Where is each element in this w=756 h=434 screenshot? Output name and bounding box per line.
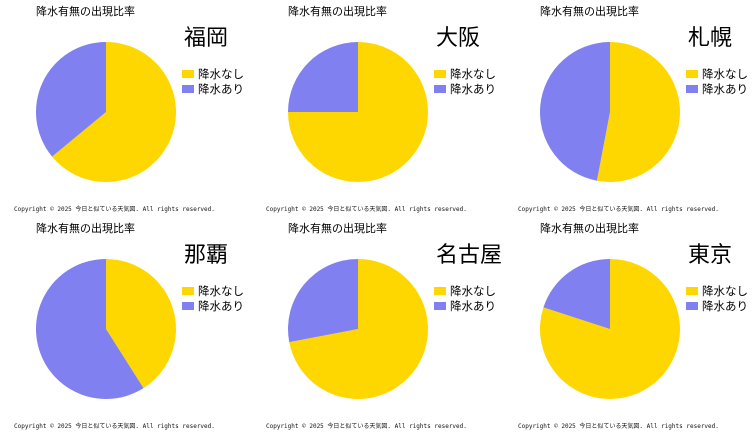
legend-swatch-rain xyxy=(182,301,194,310)
copyright-text: Copyright © 2025 今日と似ている天気図. All rights … xyxy=(266,206,467,213)
legend-item-none: 降水なし xyxy=(686,283,748,298)
pie-chart xyxy=(35,42,176,182)
panel-2: 降水有無の出現比率 札幌 降水なし 降水あり Copyright © 2025 … xyxy=(504,0,756,217)
city-name: 大阪 xyxy=(436,26,481,51)
pie-slice-rain xyxy=(287,259,358,343)
legend-label-rain: 降水あり xyxy=(450,81,496,96)
panel-3: 降水有無の出現比率 那覇 降水なし 降水あり Copyright © 2025 … xyxy=(0,217,252,434)
legend-label-none: 降水なし xyxy=(198,283,244,298)
legend-label-none: 降水なし xyxy=(450,66,496,81)
legend: 降水なし 降水あり xyxy=(686,66,748,96)
legend: 降水なし 降水あり xyxy=(434,283,496,313)
legend-swatch-rain xyxy=(434,84,446,93)
pie-slice-none xyxy=(596,42,680,182)
legend-swatch-none xyxy=(434,286,446,295)
legend-item-rain: 降水あり xyxy=(434,81,496,96)
pie-chart xyxy=(539,41,680,182)
pie-slice-rain xyxy=(539,41,610,181)
pie-chart xyxy=(540,259,681,399)
copyright-text: Copyright © 2025 今日と似ている天気図. All rights … xyxy=(518,206,719,213)
panel-4: 降水有無の出現比率 名古屋 降水なし 降水あり Copyright © 2025… xyxy=(252,217,504,434)
legend-label-none: 降水なし xyxy=(702,283,748,298)
pie-chart xyxy=(288,42,428,182)
pie-slice-rain xyxy=(35,42,106,157)
legend-swatch-rain xyxy=(434,301,446,310)
panel-0: 降水有無の出現比率 福岡 降水なし 降水あり Copyright © 2025 … xyxy=(0,0,252,217)
pie-slice-none xyxy=(540,259,681,399)
legend-item-rain: 降水あり xyxy=(686,81,748,96)
pie-slice-none xyxy=(52,42,176,182)
legend-label-rain: 降水あり xyxy=(450,298,496,313)
legend-swatch-none xyxy=(686,69,698,78)
legend-swatch-none xyxy=(434,69,446,78)
panel-1: 降水有無の出現比率 大阪 降水なし 降水あり Copyright © 2025 … xyxy=(252,0,504,217)
legend: 降水なし 降水あり xyxy=(686,283,748,313)
legend-label-none: 降水なし xyxy=(702,66,748,81)
pie-slice-rain xyxy=(543,259,610,329)
legend-label-none: 降水なし xyxy=(450,283,496,298)
panel-title: 降水有無の出現比率 xyxy=(36,5,135,18)
city-name: 名古屋 xyxy=(436,243,503,268)
pie-chart xyxy=(35,259,176,399)
city-name: 福岡 xyxy=(184,26,229,51)
legend-swatch-none xyxy=(182,69,194,78)
legend-item-none: 降水なし xyxy=(434,66,496,81)
legend-swatch-rain xyxy=(182,84,194,93)
panel-title: 降水有無の出現比率 xyxy=(540,222,639,235)
legend-swatch-rain xyxy=(686,84,698,93)
legend-item-rain: 降水あり xyxy=(182,81,244,96)
pie-slice-none xyxy=(106,259,176,389)
legend: 降水なし 降水あり xyxy=(182,283,244,313)
pie-slice-rain xyxy=(288,42,358,112)
legend-item-rain: 降水あり xyxy=(686,298,748,313)
legend-swatch-none xyxy=(182,286,194,295)
pie-chart xyxy=(287,259,428,399)
legend: 降水なし 降水あり xyxy=(434,66,496,96)
legend-swatch-rain xyxy=(686,301,698,310)
panel-title: 降水有無の出現比率 xyxy=(288,222,387,235)
pie-slice-rain xyxy=(35,259,144,399)
city-name: 札幌 xyxy=(688,26,733,51)
legend: 降水なし 降水あり xyxy=(182,66,244,96)
pie-slice-none xyxy=(289,259,428,399)
legend-item-rain: 降水あり xyxy=(182,298,244,313)
legend-label-none: 降水なし xyxy=(198,66,244,81)
panel-title: 降水有無の出現比率 xyxy=(36,222,135,235)
copyright-text: Copyright © 2025 今日と似ている天気図. All rights … xyxy=(14,423,215,430)
legend-item-rain: 降水あり xyxy=(434,298,496,313)
copyright-text: Copyright © 2025 今日と似ている天気図. All rights … xyxy=(266,423,467,430)
legend-label-rain: 降水あり xyxy=(702,298,748,313)
city-name: 那覇 xyxy=(184,243,229,268)
panel-5: 降水有無の出現比率 東京 降水なし 降水あり Copyright © 2025 … xyxy=(504,217,756,434)
copyright-text: Copyright © 2025 今日と似ている天気図. All rights … xyxy=(518,423,719,430)
legend-item-none: 降水なし xyxy=(686,66,748,81)
legend-swatch-none xyxy=(686,286,698,295)
copyright-text: Copyright © 2025 今日と似ている天気図. All rights … xyxy=(14,206,215,213)
legend-item-none: 降水なし xyxy=(182,66,244,81)
legend-label-rain: 降水あり xyxy=(198,81,244,96)
panel-title: 降水有無の出現比率 xyxy=(540,5,639,18)
legend-label-rain: 降水あり xyxy=(198,298,244,313)
legend-label-rain: 降水あり xyxy=(702,81,748,96)
legend-item-none: 降水なし xyxy=(434,283,496,298)
panel-title: 降水有無の出現比率 xyxy=(288,5,387,18)
city-name: 東京 xyxy=(688,243,733,268)
legend-item-none: 降水なし xyxy=(182,283,244,298)
